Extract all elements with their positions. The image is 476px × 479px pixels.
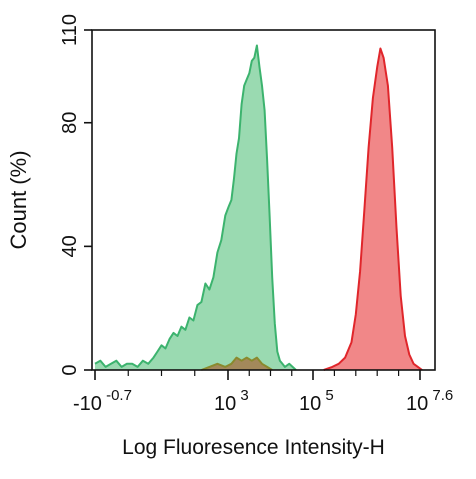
y-axis: 0 40 80 110 (59, 14, 92, 376)
y-tick-label: 80 (59, 112, 81, 134)
series-1-line (323, 47, 423, 371)
x-tick-label: 10 7.6 (406, 387, 453, 415)
series-layer (94, 44, 423, 371)
y-tick-label: 40 (59, 235, 81, 257)
y-tick-label: 110 (59, 14, 81, 46)
x-tick-label: 10 5 (299, 387, 334, 415)
x-tick-label: 10 3 (214, 387, 249, 415)
series-0-line (94, 44, 297, 371)
series-2-line (201, 356, 273, 371)
series-0-area (95, 45, 296, 370)
series-2-area (201, 357, 273, 370)
x-axis-title: Log Fluoresence Intensity-H (122, 436, 385, 459)
plot-frame (91, 29, 436, 371)
series-1-area (323, 48, 423, 370)
x-axis: -10 -0.7 10 3 10 5 10 7.6 (73, 370, 453, 415)
y-tick-label: 0 (59, 364, 81, 375)
y-axis-title: Count (%) (6, 150, 31, 249)
x-tick-label: -10 -0.7 (73, 387, 132, 415)
